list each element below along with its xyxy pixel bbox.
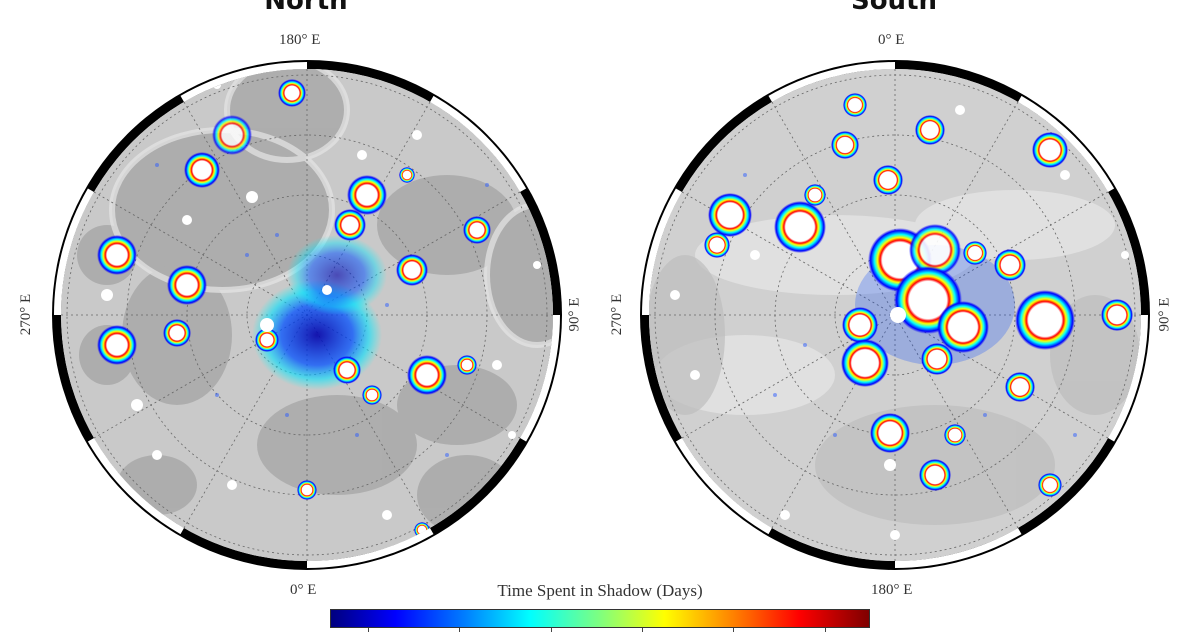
colorbar-tick [368,628,369,632]
south-label-bottom: 180° E [871,582,913,598]
colorbar-tick [825,628,826,632]
north-label-top: 180° E [279,32,321,48]
north-polar-map [52,60,562,570]
south-label-left: 270° E [609,293,626,336]
north-label-bottom: 0° E [290,582,317,598]
north-panel-title: North [264,0,348,16]
colorbar-tick [642,628,643,632]
colorbar-tick [459,628,460,632]
colorbar-tick [733,628,734,632]
south-polar-map [640,60,1150,570]
north-label-right: 90° E [566,297,583,332]
south-label-top: 0° E [878,32,905,48]
south-panel-title: South [850,0,938,16]
north-label-left: 270° E [18,293,35,336]
south-label-right: 90° E [1156,297,1173,332]
colorbar [330,609,870,628]
colorbar-tick [551,628,552,632]
colorbar-label: Time Spent in Shadow (Days) [497,581,703,600]
